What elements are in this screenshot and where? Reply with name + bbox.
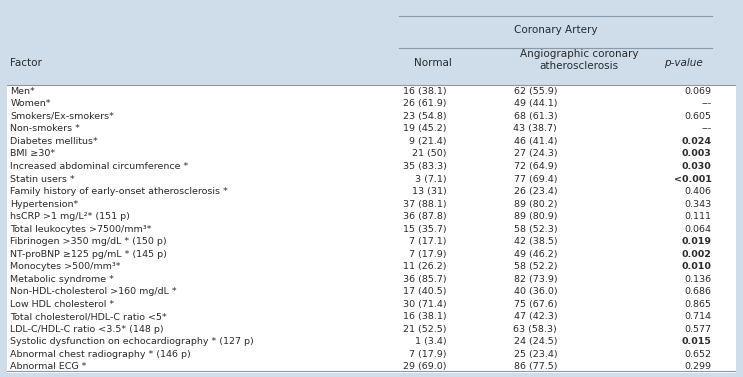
Text: ---: --- bbox=[701, 124, 712, 133]
Text: 0.577: 0.577 bbox=[684, 325, 712, 334]
Text: 0.003: 0.003 bbox=[682, 149, 712, 158]
Text: Non-HDL-cholesterol >160 mg/dL *: Non-HDL-cholesterol >160 mg/dL * bbox=[10, 287, 177, 296]
Text: 25 (23.4): 25 (23.4) bbox=[513, 350, 557, 359]
Text: Factor: Factor bbox=[10, 58, 42, 68]
Text: 15 (35.7): 15 (35.7) bbox=[403, 225, 447, 234]
Text: 0.714: 0.714 bbox=[684, 313, 712, 321]
Text: Coronary Artery: Coronary Artery bbox=[514, 25, 597, 35]
Text: 7 (17.9): 7 (17.9) bbox=[409, 250, 447, 259]
Text: 0.010: 0.010 bbox=[681, 262, 712, 271]
Text: 0.406: 0.406 bbox=[684, 187, 712, 196]
Text: 3 (7.1): 3 (7.1) bbox=[415, 175, 447, 184]
Text: p-value: p-value bbox=[664, 58, 703, 68]
Text: 63 (58.3): 63 (58.3) bbox=[513, 325, 557, 334]
Text: 86 (77.5): 86 (77.5) bbox=[513, 362, 557, 371]
Text: ---: --- bbox=[701, 100, 712, 108]
Text: 0.024: 0.024 bbox=[681, 137, 712, 146]
Text: 11 (26.2): 11 (26.2) bbox=[403, 262, 447, 271]
Text: 62 (55.9): 62 (55.9) bbox=[513, 87, 557, 96]
Text: 0.686: 0.686 bbox=[684, 287, 712, 296]
Text: 43 (38.7): 43 (38.7) bbox=[513, 124, 557, 133]
Text: 17 (40.5): 17 (40.5) bbox=[403, 287, 447, 296]
Text: 0.002: 0.002 bbox=[681, 250, 712, 259]
Text: 36 (87.8): 36 (87.8) bbox=[403, 212, 447, 221]
Text: 49 (44.1): 49 (44.1) bbox=[513, 100, 557, 108]
Text: 7 (17.9): 7 (17.9) bbox=[409, 350, 447, 359]
Text: 21 (50): 21 (50) bbox=[412, 149, 447, 158]
Text: Non-smokers *: Non-smokers * bbox=[10, 124, 80, 133]
Text: Systolic dysfunction on echocardiography * (127 p): Systolic dysfunction on echocardiography… bbox=[10, 337, 254, 346]
Text: 16 (38.1): 16 (38.1) bbox=[403, 313, 447, 321]
Text: Total leukocytes >7500/mm³*: Total leukocytes >7500/mm³* bbox=[10, 225, 152, 234]
Text: 1 (3.4): 1 (3.4) bbox=[415, 337, 447, 346]
Text: 40 (36.0): 40 (36.0) bbox=[513, 287, 557, 296]
Text: Family history of early-onset atherosclerosis *: Family history of early-onset atheroscle… bbox=[10, 187, 228, 196]
Text: 0.865: 0.865 bbox=[684, 300, 712, 309]
Text: 0.605: 0.605 bbox=[684, 112, 712, 121]
Text: Hypertension*: Hypertension* bbox=[10, 199, 79, 208]
Text: 37 (88.1): 37 (88.1) bbox=[403, 199, 447, 208]
Text: 19 (45.2): 19 (45.2) bbox=[403, 124, 447, 133]
Text: 26 (23.4): 26 (23.4) bbox=[513, 187, 557, 196]
Text: 58 (52.3): 58 (52.3) bbox=[513, 225, 557, 234]
Text: Metabolic syndrome *: Metabolic syndrome * bbox=[10, 275, 114, 284]
Text: 26 (61.9): 26 (61.9) bbox=[403, 100, 447, 108]
Text: NT-proBNP ≥125 pg/mL * (145 p): NT-proBNP ≥125 pg/mL * (145 p) bbox=[10, 250, 167, 259]
Text: 0.019: 0.019 bbox=[681, 237, 712, 246]
Text: 0.069: 0.069 bbox=[684, 87, 712, 96]
Text: 47 (42.3): 47 (42.3) bbox=[513, 313, 557, 321]
Text: Normal: Normal bbox=[414, 58, 452, 68]
Text: 27 (24.3): 27 (24.3) bbox=[513, 149, 557, 158]
Text: Increased abdominal circumference *: Increased abdominal circumference * bbox=[10, 162, 189, 171]
Text: 77 (69.4): 77 (69.4) bbox=[513, 175, 557, 184]
Text: 0.343: 0.343 bbox=[684, 199, 712, 208]
Text: Men*: Men* bbox=[10, 87, 35, 96]
Text: 0.652: 0.652 bbox=[684, 350, 712, 359]
Text: 89 (80.2): 89 (80.2) bbox=[513, 199, 557, 208]
Text: 7 (17.1): 7 (17.1) bbox=[409, 237, 447, 246]
Text: 72 (64.9): 72 (64.9) bbox=[513, 162, 557, 171]
Text: 13 (31): 13 (31) bbox=[412, 187, 447, 196]
Bar bbox=[7, 85, 736, 373]
Text: LDL-C/HDL-C ratio <3.5* (148 p): LDL-C/HDL-C ratio <3.5* (148 p) bbox=[10, 325, 164, 334]
Text: hsCRP >1 mg/L²* (151 p): hsCRP >1 mg/L²* (151 p) bbox=[10, 212, 130, 221]
Text: 0.030: 0.030 bbox=[682, 162, 712, 171]
Text: 35 (83.3): 35 (83.3) bbox=[403, 162, 447, 171]
Text: Statin users *: Statin users * bbox=[10, 175, 75, 184]
Text: Abnormal chest radiography * (146 p): Abnormal chest radiography * (146 p) bbox=[10, 350, 191, 359]
Text: 23 (54.8): 23 (54.8) bbox=[403, 112, 447, 121]
Text: Diabetes mellitus*: Diabetes mellitus* bbox=[10, 137, 98, 146]
Text: 36 (85.7): 36 (85.7) bbox=[403, 275, 447, 284]
Text: 0.015: 0.015 bbox=[681, 337, 712, 346]
Text: 82 (73.9): 82 (73.9) bbox=[513, 275, 557, 284]
Text: 49 (46.2): 49 (46.2) bbox=[513, 250, 557, 259]
Bar bbox=[7, 4, 736, 85]
Text: 58 (52.2): 58 (52.2) bbox=[513, 262, 557, 271]
Text: 42 (38.5): 42 (38.5) bbox=[513, 237, 557, 246]
Text: 0.064: 0.064 bbox=[684, 225, 712, 234]
Text: 46 (41.4): 46 (41.4) bbox=[513, 137, 557, 146]
Text: 24 (24.5): 24 (24.5) bbox=[513, 337, 557, 346]
Text: 16 (38.1): 16 (38.1) bbox=[403, 87, 447, 96]
Text: 68 (61.3): 68 (61.3) bbox=[513, 112, 557, 121]
Text: 75 (67.6): 75 (67.6) bbox=[513, 300, 557, 309]
Text: Total cholesterol/HDL-C ratio <5*: Total cholesterol/HDL-C ratio <5* bbox=[10, 313, 167, 321]
Text: Women*: Women* bbox=[10, 100, 51, 108]
Text: 29 (69.0): 29 (69.0) bbox=[403, 362, 447, 371]
Text: 0.299: 0.299 bbox=[684, 362, 712, 371]
Text: Smokers/Ex-smokers*: Smokers/Ex-smokers* bbox=[10, 112, 114, 121]
Text: <0.001: <0.001 bbox=[674, 175, 712, 184]
Text: Monocytes >500/mm³*: Monocytes >500/mm³* bbox=[10, 262, 121, 271]
Text: BMI ≥30*: BMI ≥30* bbox=[10, 149, 56, 158]
Text: 9 (21.4): 9 (21.4) bbox=[409, 137, 447, 146]
Text: Low HDL cholesterol *: Low HDL cholesterol * bbox=[10, 300, 114, 309]
Text: 30 (71.4): 30 (71.4) bbox=[403, 300, 447, 309]
Text: Abnormal ECG *: Abnormal ECG * bbox=[10, 362, 87, 371]
Text: 0.111: 0.111 bbox=[684, 212, 712, 221]
Text: Angiographic coronary
atherosclerosis: Angiographic coronary atherosclerosis bbox=[520, 49, 638, 71]
Text: 89 (80.9): 89 (80.9) bbox=[513, 212, 557, 221]
Text: Fibrinogen >350 mg/dL * (150 p): Fibrinogen >350 mg/dL * (150 p) bbox=[10, 237, 167, 246]
Text: 21 (52.5): 21 (52.5) bbox=[403, 325, 447, 334]
Text: 0.136: 0.136 bbox=[684, 275, 712, 284]
